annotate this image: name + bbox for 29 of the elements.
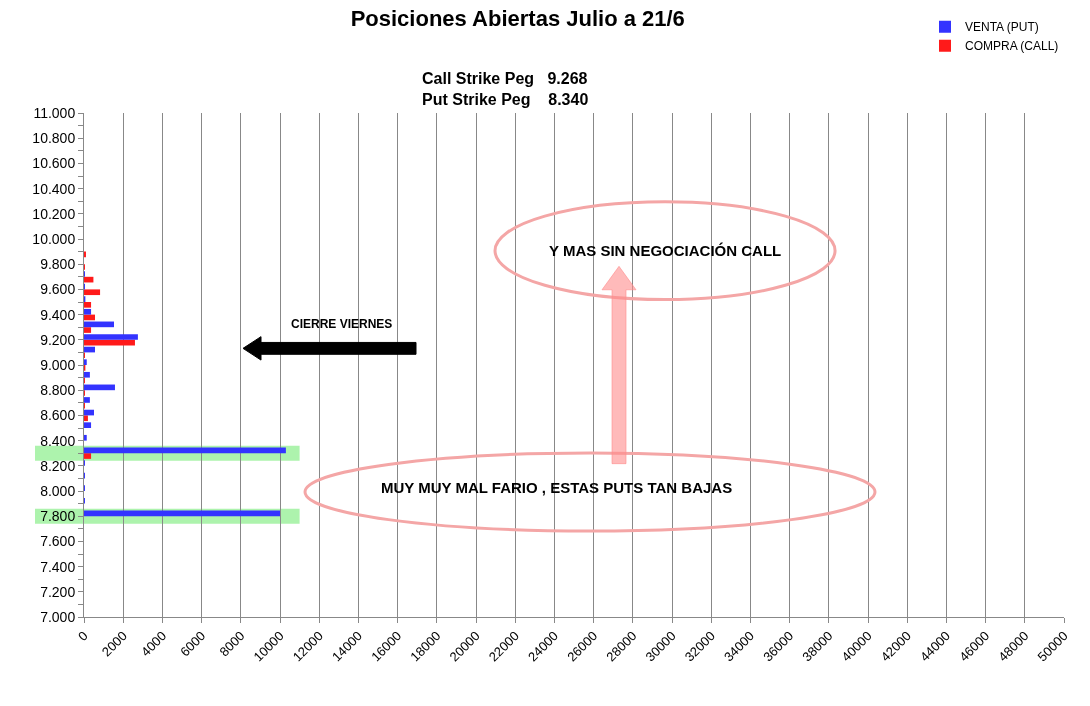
y-tick-label: 10.800 — [32, 130, 76, 147]
y-tick-label: 9.000 — [40, 356, 76, 373]
y-tick-label: 10.000 — [32, 230, 76, 247]
annotation: Y MAS SIN NEGOCIACIÓN CALL — [549, 242, 782, 259]
y-tick-label: 8.200 — [40, 457, 76, 474]
y-tick-label: 8.400 — [40, 432, 76, 449]
chart-subtitle: Call Strike Peg 9.268 Put Strike Peg 8.340 — [422, 70, 589, 108]
y-tick-label: 7.400 — [40, 558, 76, 575]
y-tick-label: 11.000 — [33, 104, 76, 121]
y-tick-label: 10.200 — [32, 205, 76, 222]
y-tick-label: 7.800 — [40, 508, 76, 525]
y-tick-label: 8.800 — [40, 382, 76, 399]
y-tick-label: 9.600 — [40, 281, 76, 298]
legend-label: COMPRA (CALL) — [965, 39, 1059, 54]
y-tick-label: 8.000 — [40, 482, 76, 499]
y-tick-label: 10.400 — [32, 180, 76, 197]
y-tick-label: 9.800 — [40, 256, 76, 273]
y-tick-label: 8.600 — [40, 407, 76, 424]
y-tick-label: 9.200 — [40, 331, 76, 348]
y-tick-label: 10.600 — [32, 155, 76, 172]
y-tick-label: 7.200 — [40, 583, 76, 600]
legend-label: VENTA (PUT) — [965, 20, 1039, 35]
y-tick-label: 7.600 — [40, 533, 76, 550]
annotation: CIERRE VIERNES — [291, 317, 393, 331]
y-tick-label: 7.000 — [40, 608, 76, 625]
y-tick-label: 9.400 — [40, 306, 76, 323]
x-tick-label: 0 — [75, 628, 91, 644]
annotation: MUY MUY MAL FARIO , ESTAS PUTS TAN BAJAS — [381, 479, 733, 496]
chart-title: Posiciones Abiertas Julio a 21/6 — [350, 5, 685, 31]
